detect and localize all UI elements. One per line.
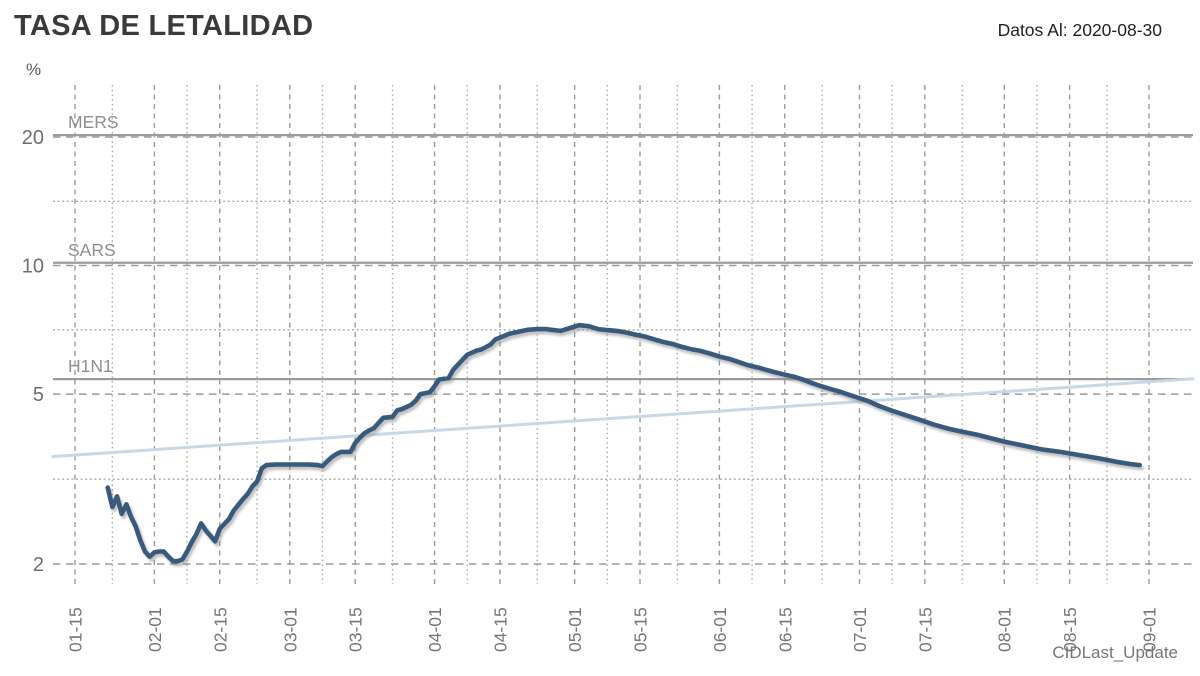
x-tick-label: 09-01 (1140, 607, 1160, 652)
reference-line-label: H1N1 (68, 356, 113, 376)
comparison-trend-line[interactable] (51, 377, 1195, 459)
y-tick-label: 20 (22, 127, 44, 149)
fatality-rate-line[interactable] (105, 322, 1142, 564)
x-tick-label: 04-01 (425, 607, 445, 652)
x-tick-label: 01-15 (66, 607, 86, 652)
x-axis-title: CIDLast_Update (1052, 643, 1178, 662)
x-tick-label: 08-01 (995, 607, 1015, 652)
x-tick-label: 04-15 (490, 607, 510, 652)
x-tick-label: 02-01 (145, 607, 165, 652)
x-tick-label: 07-01 (850, 607, 870, 652)
x-tick-label: 05-01 (565, 607, 585, 652)
x-tick-label: 03-15 (346, 607, 366, 652)
x-tick-label: 07-15 (915, 607, 935, 652)
x-tick-label: 03-01 (280, 607, 300, 652)
y-tick-label: 2 (33, 554, 44, 576)
data-as-of-label: Datos Al: 2020-08-30 (997, 20, 1162, 40)
x-tick-label: 06-15 (775, 607, 795, 652)
x-tick-label: 02-15 (210, 607, 230, 652)
x-tick-label: 08-15 (1060, 607, 1080, 652)
reference-line-label: MERS (68, 112, 119, 132)
y-axis-unit-label: % (26, 60, 42, 79)
y-tick-label: 10 (22, 256, 44, 278)
page-title: TASA DE LETALIDAD (14, 10, 314, 42)
y-tick-label: 5 (33, 384, 44, 406)
x-tick-label: 05-15 (631, 607, 651, 652)
x-tick-label: 06-01 (710, 607, 730, 652)
reference-line-label: SARS (68, 240, 116, 260)
